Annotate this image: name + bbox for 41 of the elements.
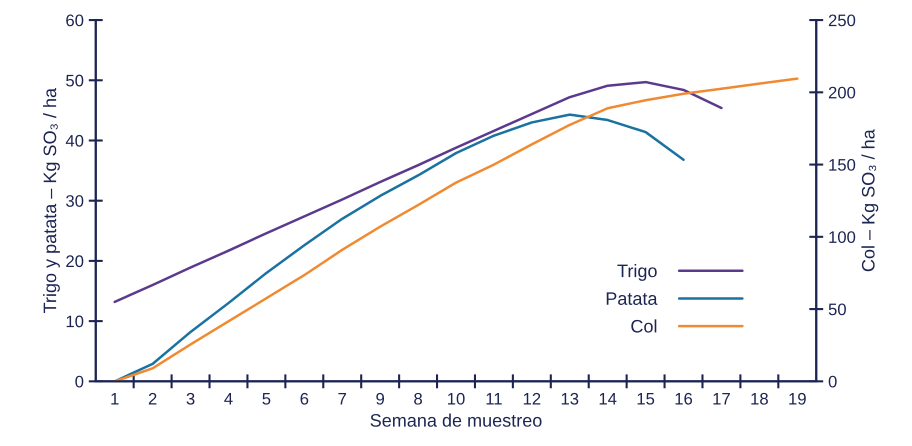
x-tick-label: 3 — [186, 392, 194, 405]
x-tick-label: 8 — [414, 392, 422, 405]
y-tick-label: 40 — [66, 134, 84, 147]
y2-tick-label: 50 — [828, 303, 846, 316]
x-tick-label: 14 — [600, 393, 616, 405]
x-tick-label: 1 — [111, 393, 119, 405]
y2-tick-label: 100 — [829, 231, 856, 244]
x-tick-label: 18 — [751, 392, 768, 405]
x-tick-label: 11 — [486, 393, 502, 405]
x-tick-label: 15 — [638, 393, 654, 405]
x-tick-label: 17 — [713, 393, 730, 405]
y-tick-label: 20 — [66, 255, 84, 268]
x-tick-label: 16 — [676, 392, 692, 405]
y-axis-title: Trigo y patata – Kg SO₃ / ha — [43, 88, 60, 314]
x-tick-label: 2 — [148, 392, 156, 405]
y2-tick-label: 150 — [829, 158, 856, 171]
y-tick-label: 50 — [66, 74, 84, 86]
y-tick-label: 0 — [75, 376, 84, 388]
x-tick-label: 19 — [789, 392, 806, 405]
y-tick-label: 10 — [66, 316, 84, 328]
y-tick-label: 60 — [66, 14, 84, 26]
x-tick-label: 4 — [224, 393, 233, 405]
x-tick-label: 6 — [300, 392, 308, 405]
y2-axis-title: Col – Kg SO₃ / ha — [861, 129, 878, 272]
line-series — [113, 77, 799, 382]
legend-label: Patata — [606, 292, 658, 305]
x-tick-label: 5 — [262, 393, 270, 405]
x-tick-label: 12 — [524, 392, 540, 405]
x-axis-title: Semana de muestreo — [370, 414, 542, 427]
x-tick-label: 7 — [338, 393, 346, 405]
legend-label: Trigo — [617, 264, 657, 281]
legend-label: Col — [631, 319, 656, 333]
line-series — [113, 113, 685, 382]
y2-tick-label: 200 — [828, 86, 856, 99]
x-tick-label: 13 — [562, 392, 578, 405]
x-tick-label: 10 — [448, 392, 465, 405]
x-tick-label: 9 — [376, 392, 384, 405]
line-series — [113, 80, 723, 304]
y2-tick-label: 250 — [828, 14, 856, 26]
y-tick-label: 30 — [66, 195, 84, 207]
y2-tick-label: 0 — [828, 376, 837, 388]
